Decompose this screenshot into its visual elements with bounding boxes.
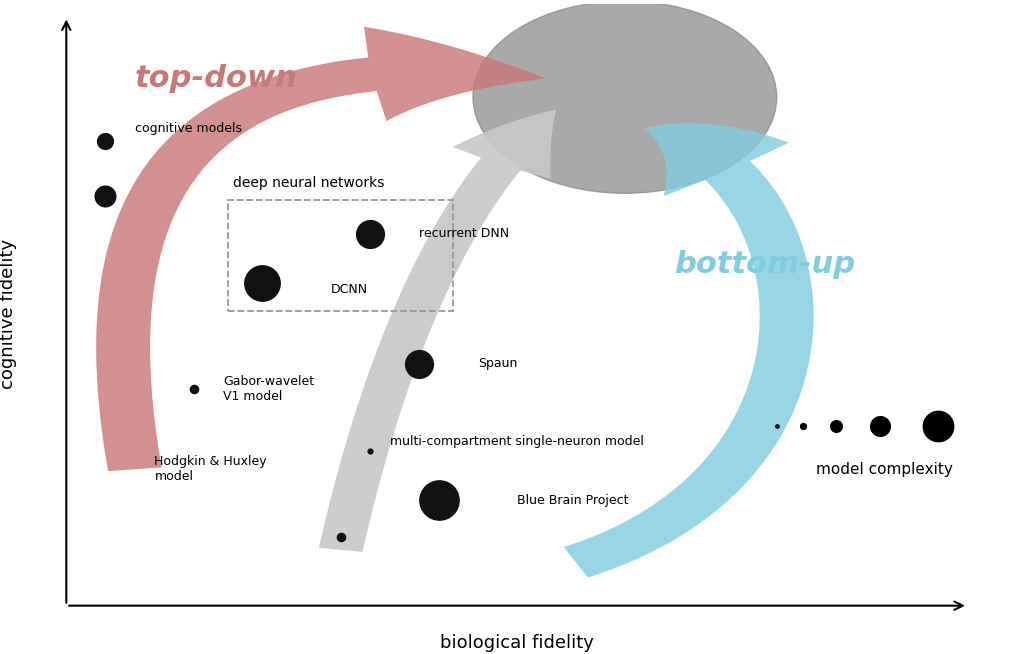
Text: Gabor-wavelet
V1 model: Gabor-wavelet V1 model bbox=[224, 375, 314, 403]
Point bbox=[872, 421, 888, 431]
Text: biological fidelity: biological fidelity bbox=[440, 634, 594, 651]
Point bbox=[769, 421, 785, 431]
Text: top-down: top-down bbox=[135, 64, 298, 93]
Text: cognitive fidelity: cognitive fidelity bbox=[0, 239, 16, 389]
Text: cognitive models: cognitive models bbox=[135, 122, 242, 135]
Text: Spaun: Spaun bbox=[478, 357, 518, 370]
Text: bottom-up: bottom-up bbox=[674, 250, 855, 279]
Point bbox=[431, 495, 447, 506]
Text: model complexity: model complexity bbox=[816, 462, 953, 477]
Text: DCNN: DCNN bbox=[331, 283, 368, 296]
Text: deep neural networks: deep neural networks bbox=[233, 176, 384, 190]
Text: Hodgkin & Huxley
model: Hodgkin & Huxley model bbox=[154, 455, 268, 483]
Circle shape bbox=[473, 1, 777, 194]
Point bbox=[97, 191, 113, 201]
Point bbox=[930, 421, 946, 431]
Polygon shape bbox=[564, 123, 814, 577]
Point bbox=[186, 383, 202, 394]
Point bbox=[254, 278, 271, 288]
Point bbox=[97, 135, 113, 146]
Point bbox=[333, 532, 349, 543]
Point bbox=[795, 421, 812, 431]
Polygon shape bbox=[96, 27, 546, 471]
Point bbox=[410, 358, 427, 369]
Text: Blue Brain Project: Blue Brain Project bbox=[517, 494, 629, 507]
Text: recurrent DNN: recurrent DNN bbox=[419, 227, 509, 240]
Point bbox=[827, 421, 843, 431]
Point bbox=[361, 445, 378, 456]
Point bbox=[361, 228, 378, 239]
Text: multi-compartment single-neuron model: multi-compartment single-neuron model bbox=[390, 435, 643, 448]
Polygon shape bbox=[319, 110, 556, 552]
